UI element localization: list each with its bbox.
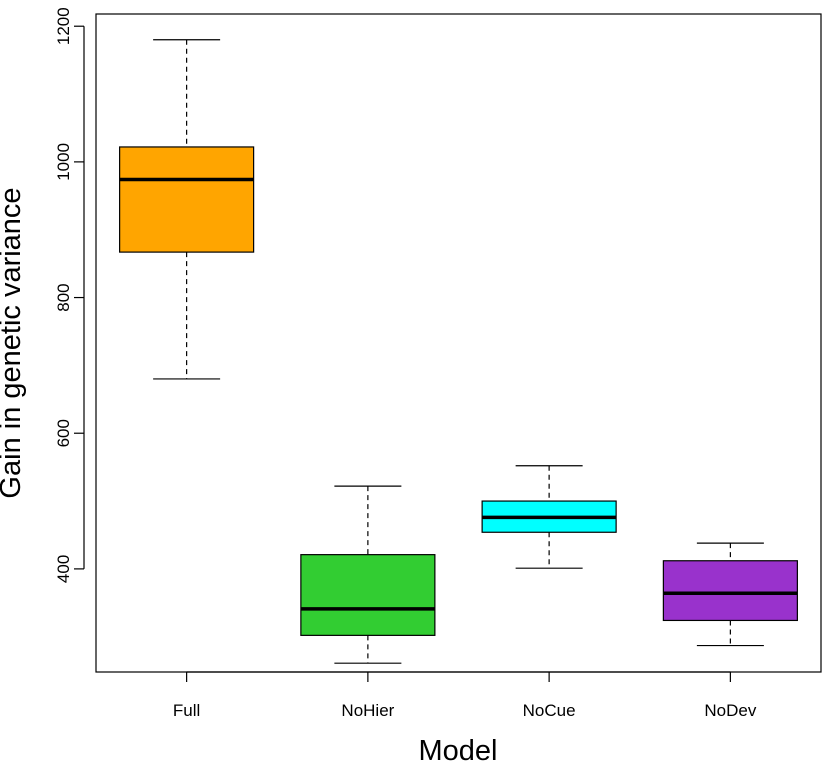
x-tick-label: Full: [173, 701, 200, 720]
y-tick-label: 1000: [54, 143, 73, 181]
iqr-box: [300, 554, 436, 636]
x-axis: Full NoHier NoCue NoDev: [173, 671, 757, 720]
iqr-box: [662, 560, 798, 622]
y-axis-title: Gain in genetic variance: [0, 187, 27, 498]
y-axis: 400 600 800 1000 1200: [54, 7, 85, 583]
y-tick-label: 1200: [54, 7, 73, 45]
boxes: [119, 39, 798, 664]
box-nocue: [481, 465, 617, 569]
iqr-box: [119, 146, 255, 253]
y-tick-label: 600: [54, 419, 73, 447]
x-tick-label: NoHier: [341, 701, 394, 720]
x-axis-title: Model: [419, 735, 498, 764]
box-nodev: [662, 542, 798, 647]
x-tick-label: NoCue: [523, 701, 576, 720]
box-full: [119, 39, 255, 380]
y-tick-label: 800: [54, 283, 73, 311]
y-tick-label: 400: [54, 555, 73, 583]
box-nohier: [300, 485, 436, 664]
x-tick-label: NoDev: [704, 701, 756, 720]
